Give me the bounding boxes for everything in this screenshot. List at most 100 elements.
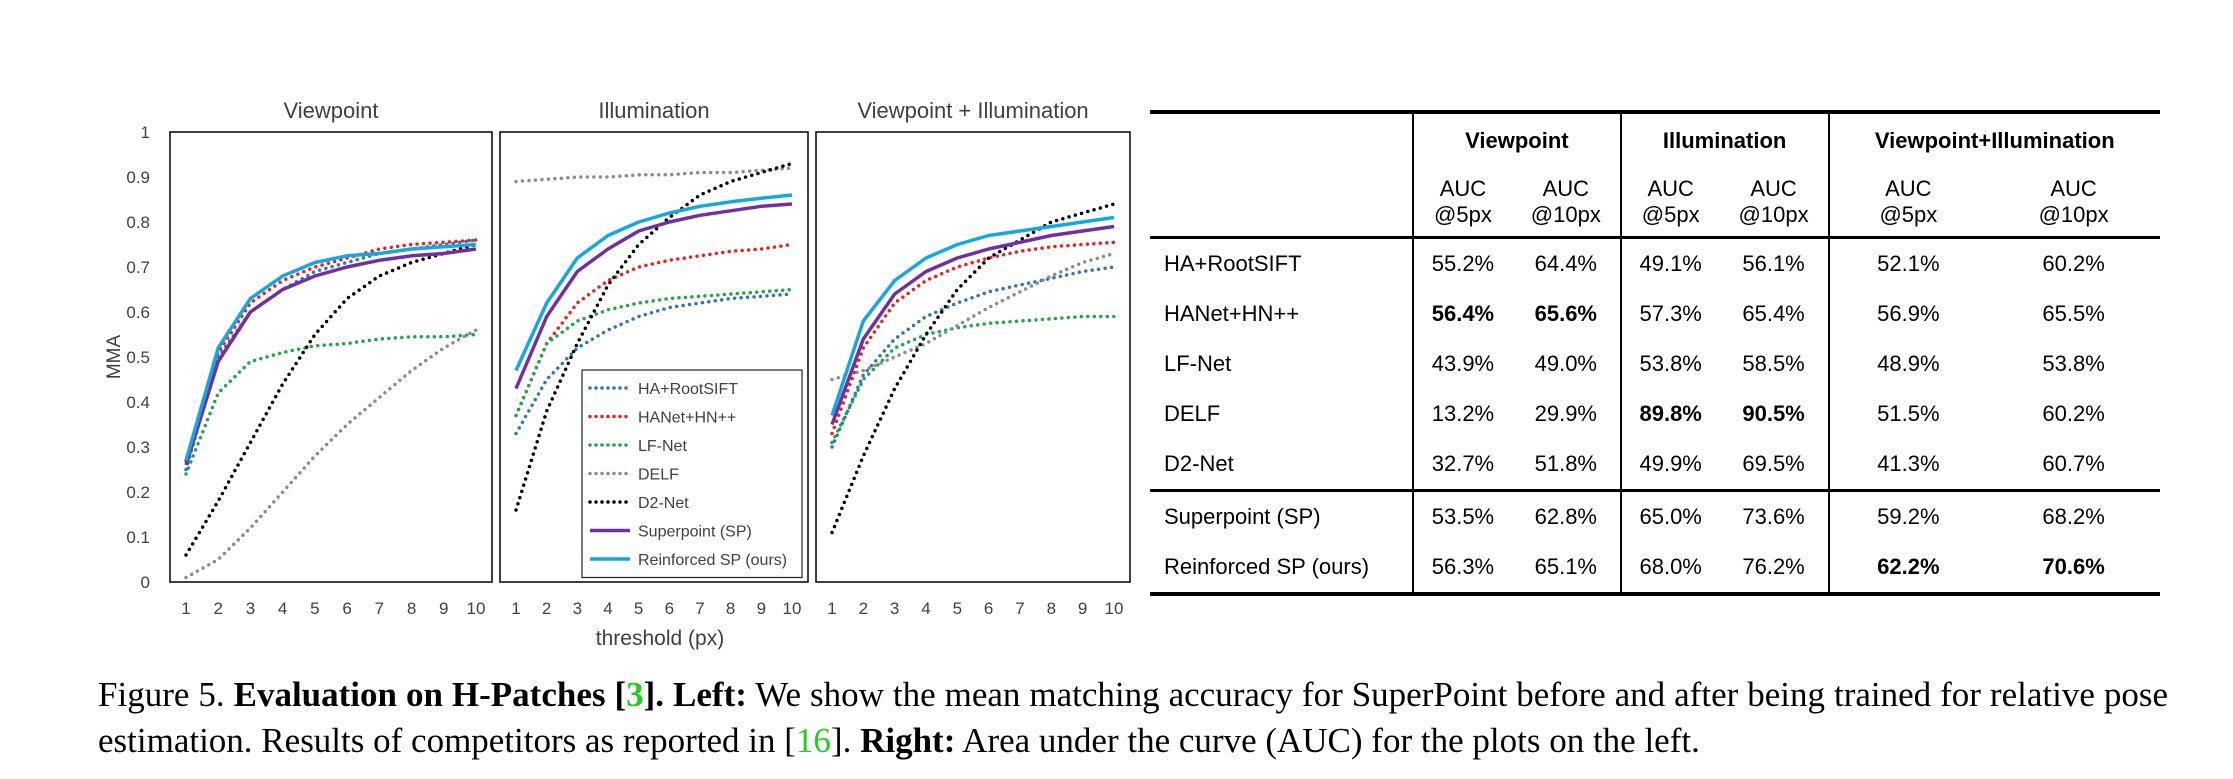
x-tick-label: 6 bbox=[342, 599, 351, 618]
table-row: LF-Net 43.9% 49.0% 53.8% 58.5% 48.9% 53.8% bbox=[1150, 339, 2160, 389]
method-cell: Reinforced SP (ours) bbox=[1150, 542, 1413, 596]
auc-value-cell: 59.2% bbox=[1827, 489, 1988, 542]
auc-value-cell: 58.5% bbox=[1742, 351, 1805, 376]
auc-table: Viewpoint Illumination Viewpoint+Illumin… bbox=[1150, 110, 2160, 596]
auc-value-cell: 76.2% bbox=[1719, 542, 1829, 596]
panel-frame bbox=[499, 131, 809, 583]
legend-label-hanet-hn: HANet+HN++ bbox=[638, 410, 736, 427]
group-header-viewpoint-illumination: Viewpoint+Illumination bbox=[1827, 110, 2160, 168]
series-line-delf bbox=[514, 166, 794, 184]
x-tick-label: 3 bbox=[890, 599, 899, 618]
auc-value-cell: 51.8% bbox=[1534, 451, 1597, 476]
legend-label-ha-rootsift: HA+RootSIFT bbox=[638, 381, 738, 398]
series-line-superpoint-sp bbox=[514, 202, 793, 390]
method-cell: HANet+HN++ bbox=[1164, 301, 1300, 326]
table-corner-cell bbox=[1150, 110, 1413, 168]
auc-value-cell: 65.4% bbox=[1742, 301, 1805, 326]
x-tick-label: 8 bbox=[1047, 599, 1056, 618]
caption-ref-16[interactable]: 16 bbox=[795, 721, 831, 760]
auc-value-cell: 53.5% bbox=[1412, 489, 1512, 542]
auc-value-cell: 64.4% bbox=[1534, 251, 1597, 276]
auc-value-cell: 65.1% bbox=[1511, 542, 1621, 596]
series-line-d2-net bbox=[184, 242, 478, 557]
legend-label-reinforced-sp-ours: Reinforced SP (ours) bbox=[638, 552, 787, 569]
x-tick-label: 5 bbox=[310, 599, 319, 618]
auc-value-cell: 55.2% bbox=[1412, 237, 1512, 289]
table-subheader-row: AUC @5px AUC @10px AUC @5px AUC @10px AUC @5px AUC… bbox=[1150, 168, 2160, 239]
series-line-ha-rootsift bbox=[184, 238, 478, 472]
legend-label-superpoint-sp: Superpoint (SP) bbox=[638, 524, 752, 541]
auc-value-cell: 53.8% bbox=[2042, 351, 2105, 376]
subheader-auc-10px: AUC @10px bbox=[1719, 168, 1829, 239]
x-tick-label: 10 bbox=[467, 599, 486, 618]
legend-label-lf-net: LF-Net bbox=[638, 438, 687, 455]
auc-value-cell: 65.5% bbox=[2042, 301, 2105, 326]
auc-value-cell: 13.2% bbox=[1412, 389, 1512, 439]
auc-value-cell: 68.2% bbox=[1987, 489, 2160, 542]
auc-value-cell: 56.9% bbox=[1827, 289, 1988, 339]
auc-value-cell: 60.2% bbox=[2042, 401, 2105, 426]
caption-right-label: Right: bbox=[860, 721, 956, 760]
series-line-hanet-hn bbox=[184, 238, 478, 463]
auc-value-cell: 49.9% bbox=[1619, 439, 1720, 491]
auc-value-cell: 29.9% bbox=[1534, 401, 1597, 426]
auc-value-cell: 32.7% bbox=[1412, 439, 1512, 491]
x-tick-label: 1 bbox=[181, 599, 190, 618]
caption-left-label: Left: bbox=[673, 675, 747, 714]
series-line-lf-net bbox=[184, 332, 478, 476]
y-tick-label: 1 bbox=[141, 123, 150, 142]
auc-value-cell: 68.0% bbox=[1619, 542, 1720, 596]
y-tick-label: 0.1 bbox=[126, 528, 150, 547]
table-row: Reinforced SP (ours) 56.3% 65.1% 68.0% 76.2%… bbox=[1150, 542, 2160, 596]
method-cell: Superpoint (SP) bbox=[1150, 489, 1413, 542]
y-tick-label: 0 bbox=[141, 573, 150, 592]
subheader-auc-5px: AUC @5px bbox=[1412, 168, 1512, 239]
x-tick-label: 2 bbox=[213, 599, 222, 618]
x-axis-label: threshold (px) bbox=[596, 627, 724, 650]
table-body: HA+RootSIFT 55.2% 64.4% 49.1% 56.1% 52.1% 60.2… bbox=[1150, 237, 2160, 596]
legend-label-delf: DELF bbox=[638, 467, 679, 484]
table-row: D2-Net 32.7% 51.8% 49.9% 69.5% 41.3% 60.7% bbox=[1150, 439, 2160, 491]
auc-value-cell: 48.9% bbox=[1827, 339, 1988, 389]
subheader-auc-10px: AUC @10px bbox=[1511, 168, 1621, 239]
y-tick-label: 0.5 bbox=[126, 348, 150, 367]
x-tick-label: 7 bbox=[1015, 599, 1024, 618]
panel-frame bbox=[169, 131, 493, 583]
x-tick-label: 8 bbox=[407, 599, 416, 618]
auc-value-cell: 89.8% bbox=[1619, 389, 1720, 439]
y-tick-label: 0.3 bbox=[126, 438, 150, 457]
x-tick-label: 1 bbox=[511, 599, 520, 618]
series-line-ha-rootsift bbox=[514, 292, 794, 436]
series-line-reinforced-sp-ours bbox=[514, 193, 793, 372]
x-tick-label: 4 bbox=[278, 599, 287, 618]
subheader-auc-5px: AUC @5px bbox=[1619, 168, 1720, 239]
auc-value-cell: 43.9% bbox=[1412, 339, 1512, 389]
x-tick-label: 10 bbox=[783, 599, 802, 618]
group-header-illumination: Illumination bbox=[1619, 110, 1829, 168]
caption-prefix: Figure 5. bbox=[98, 675, 234, 714]
auc-value-cell: 90.5% bbox=[1742, 401, 1805, 426]
table-row: Superpoint (SP) 53.5% 62.8% 65.0% 73.6% 59.2%… bbox=[1150, 489, 2160, 542]
auc-value-cell: 56.4% bbox=[1412, 289, 1512, 339]
auc-value-cell: 56.3% bbox=[1412, 542, 1512, 596]
table-row: DELF 13.2% 29.9% 89.8% 90.5% 51.5% 60.2% bbox=[1150, 389, 2160, 439]
caption-ref-3[interactable]: 3 bbox=[626, 675, 644, 714]
auc-value-cell: 49.1% bbox=[1619, 237, 1720, 289]
series-line-delf bbox=[830, 251, 1116, 382]
caption-bold-title: Evaluation on H-Patches [3]. bbox=[233, 675, 665, 714]
panel-title: Viewpoint + Illumination bbox=[857, 98, 1088, 123]
subheader-auc-5px: AUC @5px bbox=[1827, 168, 1988, 239]
auc-value-cell: 65.0% bbox=[1619, 489, 1720, 542]
series-line-ha-rootsift bbox=[830, 265, 1116, 449]
x-tick-label: 9 bbox=[757, 599, 766, 618]
x-tick-label: 5 bbox=[953, 599, 962, 618]
x-tick-label: 2 bbox=[859, 599, 868, 618]
auc-value-cell: 57.3% bbox=[1619, 289, 1720, 339]
auc-value-cell: 60.7% bbox=[2042, 451, 2105, 476]
auc-value-cell: 73.6% bbox=[1719, 489, 1829, 542]
method-cell: LF-Net bbox=[1164, 351, 1232, 376]
x-tick-label: 1 bbox=[827, 599, 836, 618]
panel-frame bbox=[815, 131, 1131, 583]
x-tick-label: 10 bbox=[1105, 599, 1124, 618]
group-header-viewpoint: Viewpoint bbox=[1412, 110, 1621, 168]
